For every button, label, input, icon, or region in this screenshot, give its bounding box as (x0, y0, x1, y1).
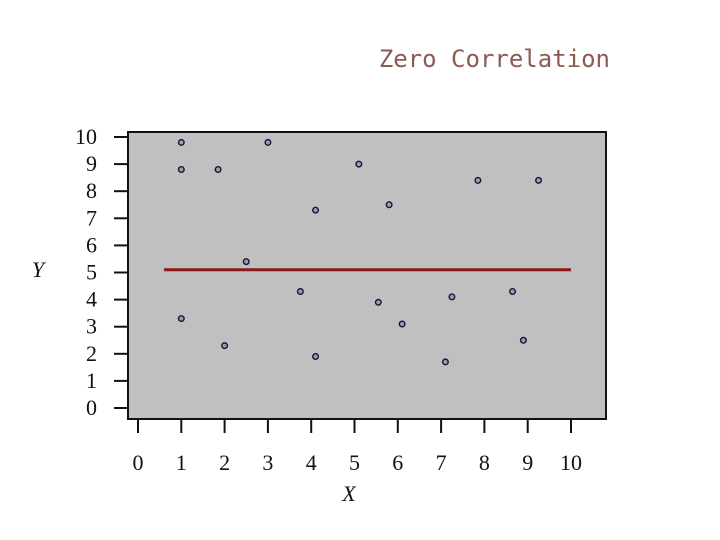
data-point (264, 138, 272, 146)
data-points (177, 138, 543, 366)
data-point (441, 358, 449, 366)
x-tick-label: 2 (219, 450, 230, 475)
data-point (509, 287, 517, 295)
x-axis: 0 1 2 3 4 5 6 7 8 9 10 (133, 419, 582, 475)
data-point (355, 160, 363, 168)
chart-title: Zero Correlation (379, 45, 610, 73)
plot-area (127, 131, 607, 420)
x-tick-label: 5 (349, 450, 360, 475)
data-point (374, 298, 382, 306)
data-point (296, 287, 304, 295)
y-tick-label: 7 (86, 205, 97, 230)
data-point (519, 336, 527, 344)
data-point (385, 201, 393, 209)
data-point (398, 320, 406, 328)
y-tick-label: 10 (75, 124, 97, 149)
x-tick-label: 4 (306, 450, 317, 475)
x-tick-label: 7 (436, 450, 447, 475)
x-tick-label: 6 (392, 450, 403, 475)
data-point (312, 206, 320, 214)
y-tick-label: 1 (86, 368, 97, 393)
data-point (535, 176, 543, 184)
data-point (312, 353, 320, 361)
data-point (474, 176, 482, 184)
x-tick-label: 0 (133, 450, 144, 475)
y-axis-label: Y (32, 257, 47, 282)
x-tick-label: 9 (522, 450, 533, 475)
data-point (177, 138, 185, 146)
data-point (221, 342, 229, 350)
data-point (242, 258, 250, 266)
x-tick-label: 10 (560, 450, 582, 475)
y-tick-label: 0 (86, 395, 97, 420)
x-tick-label: 1 (176, 450, 187, 475)
y-tick-label: 5 (86, 260, 97, 285)
y-tick-label: 3 (86, 314, 97, 339)
y-tick-label: 2 (86, 341, 97, 366)
y-tick-label: 6 (86, 232, 97, 257)
y-tick-label: 8 (86, 178, 97, 203)
x-tick-label: 3 (262, 450, 273, 475)
y-tick-label: 4 (86, 287, 97, 312)
data-point (177, 315, 185, 323)
data-point (177, 166, 185, 174)
x-tick-label: 8 (479, 450, 490, 475)
data-point (448, 293, 456, 301)
x-axis-label: X (341, 481, 357, 506)
data-point (214, 166, 222, 174)
y-tick-label: 9 (86, 151, 97, 176)
